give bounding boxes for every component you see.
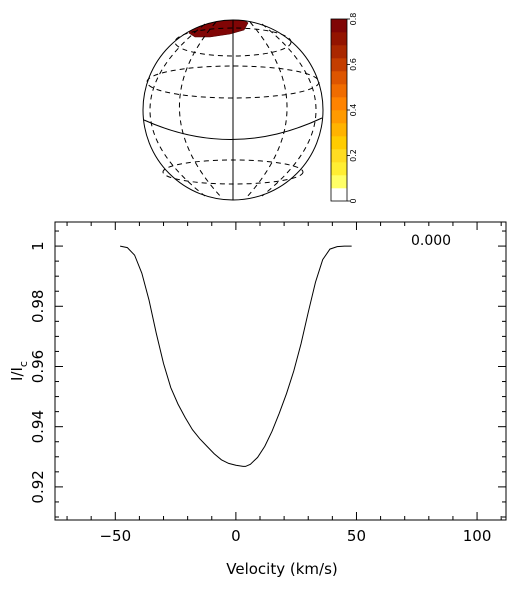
- y-tick-label: 1: [29, 241, 47, 251]
- colorbar-segment: [331, 136, 347, 150]
- svg-text:I/Ic: I/Ic: [8, 361, 30, 381]
- meridian-line: [261, 23, 317, 197]
- colorbar-segment: [331, 45, 347, 59]
- colorbar-tick-label: 0.8: [349, 13, 358, 26]
- meridian-line: [178, 21, 223, 199]
- x-tick-label: 0: [231, 527, 241, 545]
- y-tick-label: 0.92: [29, 470, 47, 503]
- latitude-line: [174, 27, 292, 57]
- line-profile-series: [120, 245, 352, 467]
- colorbar-tick-label: 0.2: [349, 149, 358, 162]
- colorbar-segment: [331, 71, 347, 85]
- x-tick-label: 50: [347, 527, 366, 545]
- colorbar-tick-label: 0.4: [349, 104, 358, 117]
- colorbar-segment: [331, 162, 347, 176]
- colorbar: 0 0.2 0.4 0.6 0.8: [330, 13, 358, 204]
- colorbar-segment: [331, 58, 347, 72]
- colorbar-segment: [331, 123, 347, 137]
- colorbar-tick-label: 0.6: [349, 58, 358, 71]
- y-axis-label-main: I/I: [8, 367, 26, 381]
- colorbar-segment: [331, 188, 347, 202]
- colorbar-segment: [331, 110, 347, 124]
- plot-frame: [54, 221, 507, 521]
- y-tick-label: 0.96: [29, 350, 47, 383]
- colorbar-segment: [331, 19, 347, 33]
- colorbar-segment: [331, 97, 347, 111]
- colorbar-segment: [331, 32, 347, 46]
- colorbar-segment: [331, 175, 347, 189]
- line-profile-plot: −50 0 50 100 0.92 0.94 0.96 0.98 1 0.000 Veloci…: [8, 221, 507, 578]
- colorbar-tick-label: 0: [349, 198, 358, 203]
- x-axis-label: Velocity (km/s): [226, 560, 337, 578]
- colorbar-segment: [331, 149, 347, 163]
- limb: [142, 19, 324, 201]
- phase-label: 0.000: [411, 233, 451, 249]
- stellar-globe: [142, 19, 324, 201]
- y-tick-label: 0.98: [29, 290, 47, 323]
- x-tick-label: 100: [463, 527, 492, 545]
- colorbar-segment: [331, 84, 347, 98]
- meridian-line: [149, 23, 206, 197]
- y-axis-label: I/Ic: [8, 361, 30, 381]
- y-axis-label-sub: c: [17, 361, 30, 367]
- meridian-line: [245, 21, 288, 199]
- y-tick-label: 0.94: [29, 410, 47, 443]
- x-tick-label: −50: [99, 527, 131, 545]
